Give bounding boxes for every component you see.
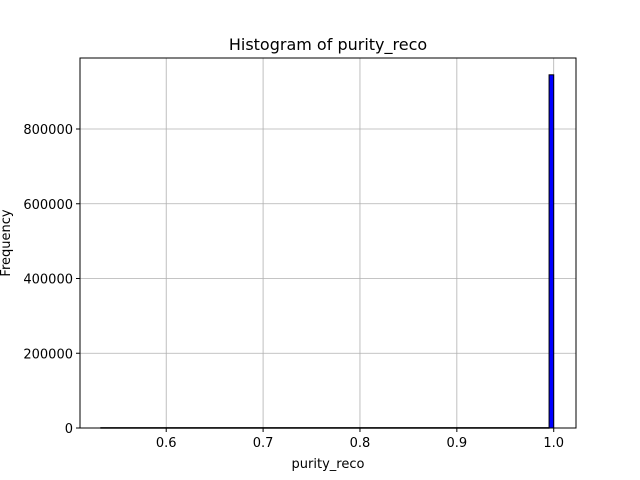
x-axis-ticks: 0.6 0.7 0.8 0.9 1.0: [156, 428, 564, 451]
x-tick-label: 0.8: [350, 436, 371, 451]
histogram-bar: [548, 74, 555, 429]
y-axis-ticks: 0 200000 400000 600000 800000: [23, 123, 80, 437]
x-tick-label: 0.7: [253, 436, 274, 451]
plot-frame: [79, 57, 577, 429]
y-axis-label: Frequency: [0, 209, 14, 276]
x-tick-label: 1.0: [543, 436, 564, 451]
y-tick-label: 800000: [23, 123, 73, 138]
y-tick-label: 0: [65, 422, 73, 437]
x-axis-label: purity_reco: [292, 457, 365, 472]
y-tick-label: 400000: [23, 273, 73, 288]
y-tick-label: 600000: [23, 198, 73, 213]
x-tick-label: 0.6: [156, 436, 177, 451]
chart-title: Histogram of purity_reco: [229, 35, 427, 55]
x-tick-label: 0.9: [447, 436, 468, 451]
y-tick-label: 200000: [23, 347, 73, 362]
